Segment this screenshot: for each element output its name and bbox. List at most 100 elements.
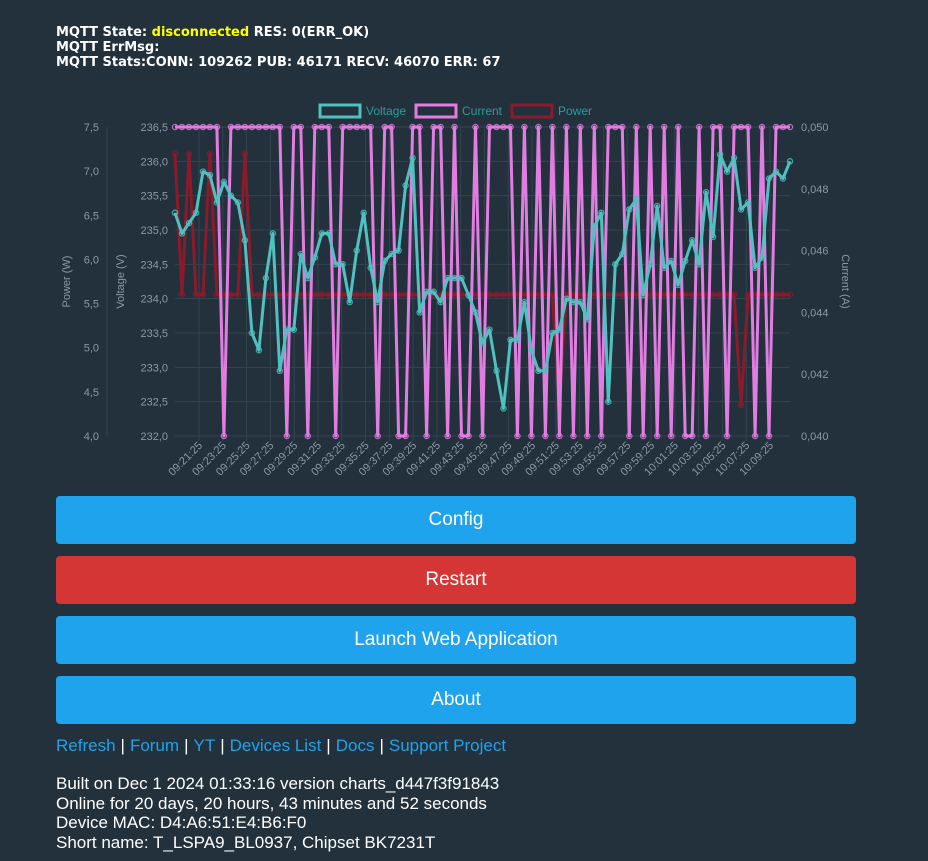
- current-data-point: [507, 123, 514, 131]
- footer-links: Refresh | Forum | YT | Devices List | Docs | Suppo…: [56, 736, 506, 756]
- voltage-data-point: [639, 291, 647, 299]
- voltage-data-point: [353, 247, 360, 254]
- voltage-data-point: [528, 346, 535, 354]
- support-project-link[interactable]: Support Project: [388, 736, 507, 755]
- voltage-data-point: [416, 309, 423, 316]
- voltage-data-point: [660, 264, 668, 272]
- current-data-point: [653, 432, 661, 440]
- refresh-link[interactable]: Refresh: [56, 736, 116, 755]
- current-data-point: [723, 432, 731, 440]
- docs-link[interactable]: Docs: [335, 736, 375, 755]
- power-data-point: [786, 291, 794, 298]
- voltage-data-point: [598, 209, 605, 217]
- current-data-point: [591, 123, 598, 131]
- current-tick-label: 0,050: [801, 122, 829, 134]
- current-data-point: [332, 432, 339, 440]
- current-data-point: [367, 123, 374, 131]
- launch-web-app-button[interactable]: Launch Web Application: [56, 616, 856, 664]
- power-data-point: [318, 291, 326, 298]
- power-data-point: [353, 291, 360, 298]
- voltage-data-point: [367, 264, 374, 272]
- current-data-point: [584, 432, 591, 440]
- current-tick-label: 0,044: [801, 307, 829, 319]
- current-data-point: [646, 123, 654, 131]
- current-tick-label: 0,046: [801, 246, 829, 258]
- yt-link[interactable]: YT: [193, 736, 216, 755]
- voltage-data-point: [479, 340, 486, 347]
- voltage-legend-swatch: [318, 103, 362, 119]
- current-tick-label: 0,048: [801, 184, 829, 196]
- voltage-data-point: [556, 326, 563, 333]
- current-data-point: [241, 123, 249, 131]
- power-tick-label: 4,0: [84, 431, 99, 443]
- voltage-data-point: [702, 188, 710, 196]
- device-info: Built on Dec 1 2024 01:33:16 version cha…: [56, 774, 499, 852]
- current-data-point: [325, 123, 333, 131]
- voltage-data-point: [304, 274, 312, 282]
- voltage-tick-label: 232,5: [140, 397, 168, 409]
- current-data-point: [598, 432, 605, 440]
- current-data-point: [772, 123, 780, 131]
- voltage-legend-label: Voltage: [366, 104, 406, 118]
- chart-container: 232,0 232,5 233,0 233,5 234,0 234,5 235,0 235,5…: [0, 95, 928, 495]
- current-data-point: [416, 123, 423, 131]
- voltage-tick-label: 233,0: [140, 362, 168, 374]
- voltage-data-point: [584, 316, 591, 323]
- mqtt-errmsg-line: MQTT ErrMsg:: [56, 40, 160, 55]
- voltage-data-point: [486, 326, 493, 333]
- current-data-point: [493, 123, 500, 131]
- build-info: Built on Dec 1 2024 01:33:16 version cha…: [56, 774, 500, 793]
- voltage-data-point: [444, 274, 451, 282]
- current-data-point: [577, 123, 584, 131]
- mqtt-state-line: MQTT State: disconnected RES: 0(ERR_OK): [56, 25, 501, 40]
- power-data-point: [779, 291, 787, 298]
- restart-button[interactable]: Restart: [56, 556, 856, 604]
- current-data-point: [444, 432, 451, 440]
- current-data-point: [437, 123, 444, 131]
- voltage-data-point: [591, 223, 598, 230]
- power-data-point: [234, 291, 242, 298]
- power-data-point: [493, 291, 500, 298]
- voltage-data-point: [653, 202, 661, 210]
- voltage-data-point: [430, 288, 437, 296]
- config-button[interactable]: Config: [56, 496, 856, 544]
- current-data-point: [570, 432, 577, 440]
- current-data-point: [192, 123, 200, 131]
- voltage-data-point: [493, 367, 500, 375]
- about-button[interactable]: About: [56, 676, 856, 724]
- voltage-data-point: [758, 254, 766, 261]
- current-data-point: [667, 432, 675, 440]
- forum-link[interactable]: Forum: [129, 736, 180, 755]
- devices-list-link[interactable]: Devices List: [229, 736, 322, 755]
- current-data-point: [248, 123, 256, 131]
- voltage-data-point: [723, 168, 731, 175]
- current-data-point: [605, 123, 612, 131]
- current-legend-swatch: [414, 103, 458, 119]
- power-data-point: [500, 291, 507, 298]
- current-data-point: [514, 432, 521, 440]
- voltage-series-line: [173, 153, 792, 410]
- voltage-data-point: [709, 233, 717, 241]
- current-data-point: [709, 123, 717, 131]
- current-data-point: [751, 432, 759, 440]
- voltage-data-point: [521, 298, 528, 306]
- voltage-data-point: [185, 219, 193, 227]
- current-data-point: [737, 123, 745, 131]
- voltage-data-point: [730, 154, 738, 162]
- power-data-point: [178, 291, 186, 298]
- current-data-point: [353, 123, 360, 131]
- current-data-point: [660, 123, 668, 131]
- mqtt-res: RES: 0(ERR_OK): [253, 25, 370, 40]
- voltage-data-point: [220, 178, 228, 186]
- voltage-data-point: [178, 230, 186, 237]
- current-data-point: [374, 432, 381, 440]
- short-name-info: Short name: T_LSPA9_BL0937, Chipset BK72…: [56, 832, 436, 852]
- power-data-point: [737, 401, 745, 409]
- voltage-tick-label: 234,0: [140, 294, 168, 306]
- power-data-point: [255, 291, 263, 298]
- current-data-point: [185, 123, 193, 131]
- voltage-data-point: [171, 209, 179, 217]
- current-data-point: [695, 123, 703, 131]
- voltage-data-point: [276, 367, 284, 375]
- power-data-point: [206, 150, 214, 157]
